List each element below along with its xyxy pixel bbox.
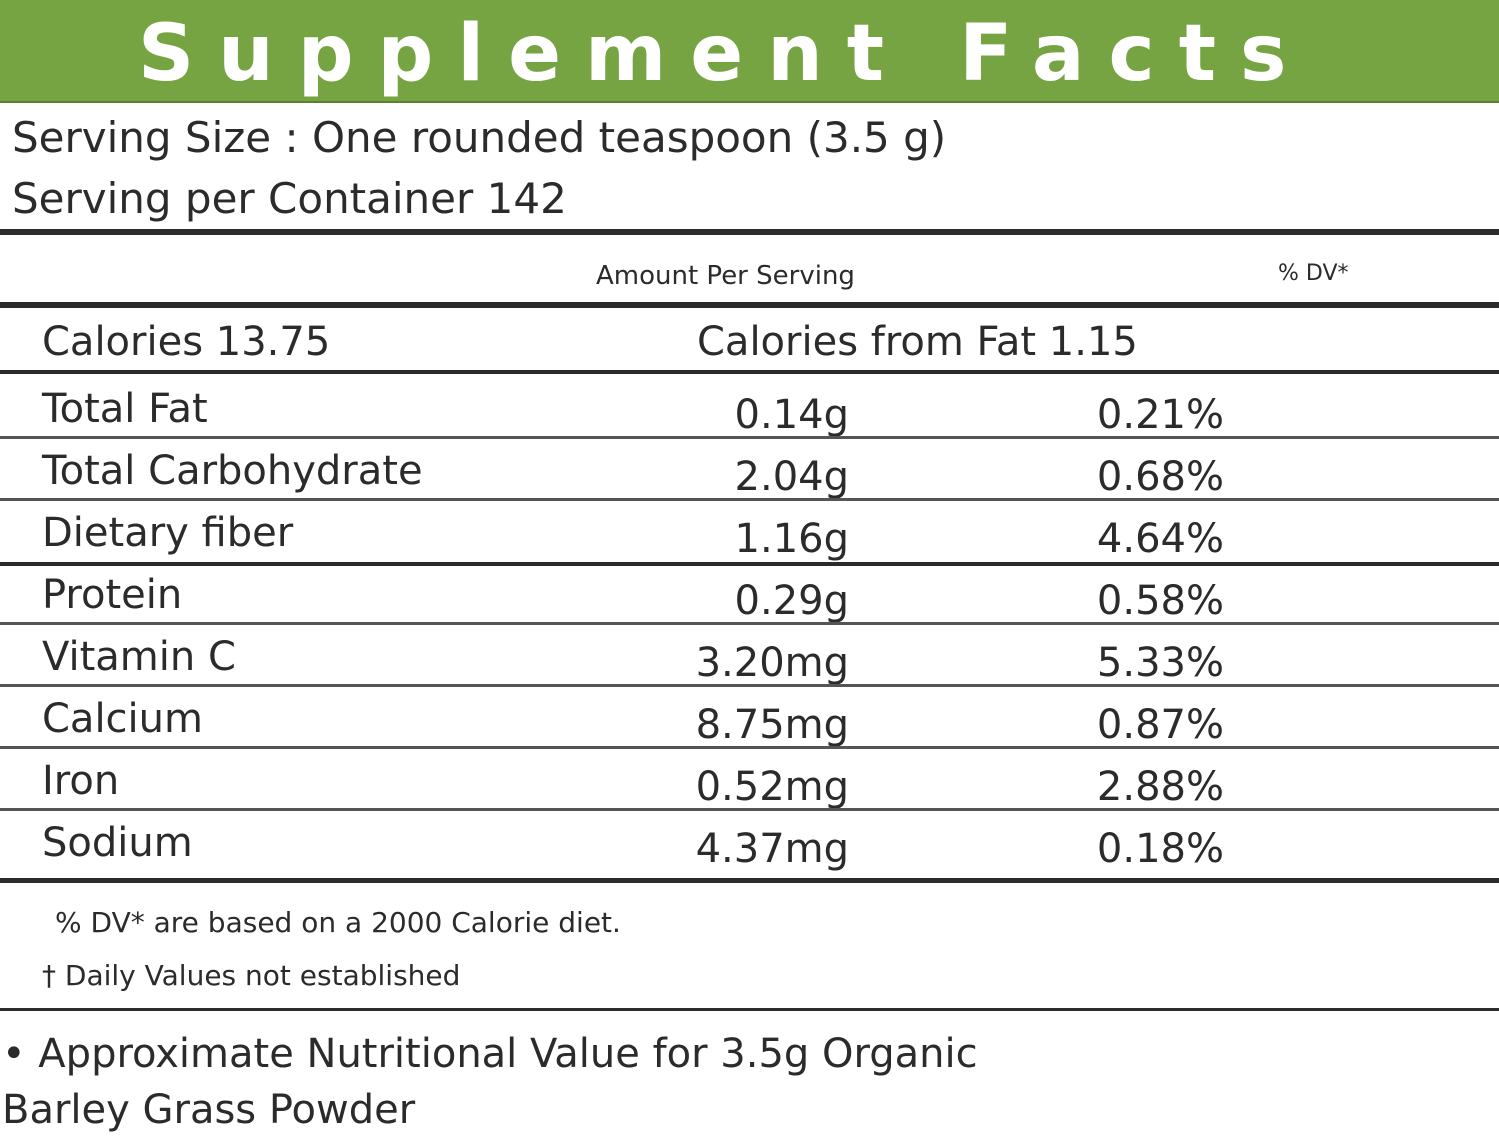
nutrient-amount: 4.37mg [695, 826, 849, 872]
thick-divider [0, 878, 1499, 883]
row-divider [0, 498, 1499, 501]
nutrient-amount: 8.75mg [695, 702, 849, 748]
label-title: Supplement Facts [138, 9, 1311, 99]
nutrient-name: Calcium [42, 696, 203, 742]
nutrient-dv: 0.18% [1096, 826, 1224, 872]
nutrient-name: Sodium [42, 820, 193, 866]
thick-divider [0, 229, 1499, 235]
nutrient-amount: 3.20mg [695, 640, 849, 686]
note-line-2: Barley Grass Powder [2, 1087, 416, 1133]
row-divider [0, 684, 1499, 687]
thick-divider [0, 302, 1499, 308]
nutrient-dv: 4.64% [1096, 516, 1224, 562]
row-divider [0, 746, 1499, 749]
nutrient-name: Vitamin C [42, 634, 236, 680]
nutrient-dv: 0.87% [1096, 702, 1224, 748]
divider [0, 1008, 1499, 1011]
note-line-1: • Approximate Nutritional Value for 3.5g… [2, 1031, 978, 1077]
nutrient-name: Total Carbohydrate [42, 448, 423, 494]
divider [0, 370, 1499, 374]
footnote-dv-basis: % DV* are based on a 2000 Calorie diet. [55, 906, 621, 939]
nutrient-dv: 0.68% [1096, 454, 1224, 500]
nutrient-amount: 0.29g [734, 578, 849, 624]
header-banner: Supplement Facts [0, 0, 1499, 103]
nutrient-amount: 0.52mg [695, 764, 849, 810]
calories-value: Calories 13.75 [42, 319, 331, 365]
nutrient-name: Total Fat [42, 386, 208, 432]
nutrient-name: Protein [42, 572, 183, 618]
nutrient-dv: 0.58% [1096, 578, 1224, 624]
nutrient-name: Iron [42, 758, 120, 804]
row-divider [0, 436, 1499, 439]
nutrient-dv: 0.21% [1096, 392, 1224, 438]
nutrient-amount: 2.04g [734, 454, 849, 500]
row-divider [0, 808, 1499, 811]
nutrient-dv: 5.33% [1096, 640, 1224, 686]
nutrient-name: Dietary fiber [42, 510, 294, 556]
nutrient-dv: 2.88% [1096, 764, 1224, 810]
calories-from-fat: Calories from Fat 1.15 [697, 319, 1138, 365]
row-divider [0, 562, 1499, 566]
dv-column-header: % DV* [1278, 261, 1349, 286]
servings-per-container: Serving per Container 142 [12, 174, 567, 223]
footnote-not-established: † Daily Values not established [42, 959, 461, 992]
amount-column-header: Amount Per Serving [596, 261, 855, 291]
row-divider [0, 622, 1499, 625]
serving-size: Serving Size : One rounded teaspoon (3.5… [12, 113, 947, 162]
nutrient-amount: 0.14g [734, 392, 849, 438]
nutrient-amount: 1.16g [734, 516, 849, 562]
